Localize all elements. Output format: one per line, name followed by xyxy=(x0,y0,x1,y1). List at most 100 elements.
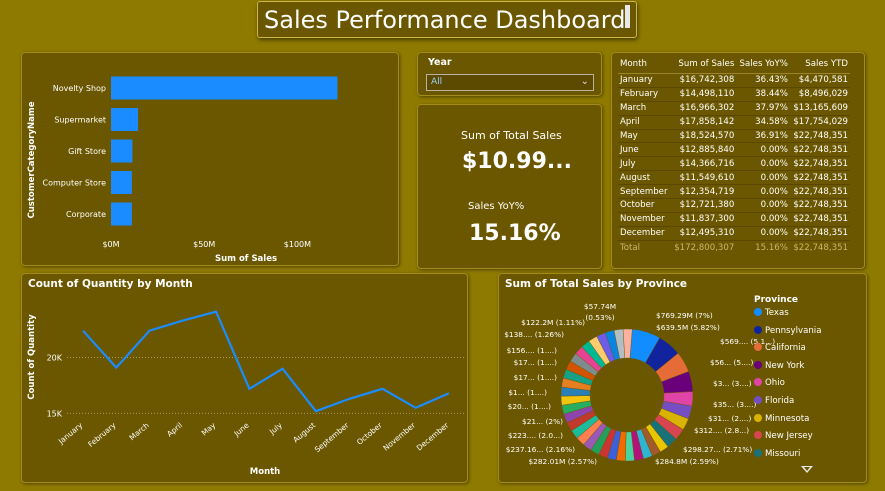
table-row[interactable]: October $12,721,380 0.00% $22,748,351 xyxy=(618,198,850,213)
line-x-tick: February xyxy=(86,420,118,449)
table-header-row: Month Sum of Sales Sales YoY% Sales YTD xyxy=(618,59,850,74)
table-row[interactable]: September $12,354,719 0.00% $22,748,351 xyxy=(618,184,850,200)
legend-item-missouri[interactable]: Missouri xyxy=(754,448,800,459)
legend-item-florida[interactable]: Florida xyxy=(754,396,794,406)
donut-data-label: $3... (3....) xyxy=(713,379,752,388)
cell-sum-of-sales: $12,495,310 xyxy=(670,226,737,241)
table-row[interactable]: December $12,495,310 0.00% $22,748,351 xyxy=(618,226,850,241)
donut-data-label: $1... (1....) xyxy=(508,388,547,397)
line-chart-panel[interactable]: Count of Quantity by Month 15K 20K January… xyxy=(21,273,468,483)
line-y-tick: 20K xyxy=(47,354,63,363)
donut-data-label: $21... (2%) xyxy=(522,417,563,426)
year-slicer[interactable]: Year All ⌄ xyxy=(417,52,602,96)
table-row[interactable]: June $12,885,840 0.00% $22,748,351 xyxy=(618,142,850,158)
bar-chart-ylabel: CustomerCategoryName xyxy=(27,101,37,218)
year-dropdown[interactable]: All ⌄ xyxy=(426,74,594,91)
legend-dot-icon xyxy=(754,431,762,440)
cell-sum-of-sales: $17,858,142 xyxy=(670,115,737,130)
cell-sum-of-sales: $18,524,570 xyxy=(670,129,737,144)
year-dropdown-value: All xyxy=(431,77,443,87)
line-x-tick: January xyxy=(56,420,85,446)
donut-chart: $769.29M (7%) $639.5M (5.82%)$569.... (5.… xyxy=(504,302,775,466)
bar-supermarket[interactable] xyxy=(111,108,139,131)
bar-computer-store[interactable] xyxy=(111,171,132,194)
bar-novelty-shop[interactable] xyxy=(111,76,338,100)
line-chart-xlabel: Month xyxy=(250,467,280,477)
donut-chart-panel[interactable]: Sum of Total Sales by Province $769.29M … xyxy=(498,273,867,483)
donut-data-label: $237.16... (2.16%) xyxy=(506,445,575,454)
total-sum-of-sales: $172,800,307 xyxy=(670,239,737,255)
legend-item-texas[interactable]: Texas xyxy=(754,308,789,318)
cell-sum-of-sales: $12,885,840 xyxy=(670,142,737,158)
legend-dot-icon xyxy=(754,378,762,387)
legend-item-minnesota[interactable]: Minnesota xyxy=(754,413,809,424)
legend-label: California xyxy=(765,343,806,354)
legend-item-pennsylvania[interactable]: Pennsylvania xyxy=(754,325,822,336)
donut-data-label: $298.27... (2.71%) xyxy=(683,445,752,454)
legend-item-california[interactable]: California xyxy=(754,343,806,353)
table-row[interactable]: January $16,742,308 36.43% $4,470,581 xyxy=(618,73,850,88)
legend-label: New York xyxy=(765,360,805,371)
cell-sales-ytd: $22,748,351 xyxy=(789,212,850,227)
donut-data-label: $138.... (1.26%) xyxy=(504,330,564,339)
legend-label: Florida xyxy=(765,396,795,406)
line-x-tick: December xyxy=(415,420,451,452)
bar-category-label: Gift Store xyxy=(68,147,106,156)
bar-x-tick: $50M xyxy=(193,240,215,249)
cell-sales-ytd: $17,754,029 xyxy=(789,115,850,130)
table-row[interactable]: February $14,498,110 38.44% $8,496,029 xyxy=(618,87,850,102)
line-series[interactable] xyxy=(82,310,450,413)
table-row[interactable]: May $18,524,570 36.91% $22,748,351 xyxy=(618,129,850,144)
line-x-tick: September xyxy=(313,420,351,454)
monthly-sales-table: Month Sum of Sales Sales YoY% Sales YTD … xyxy=(618,59,850,255)
header-month[interactable]: Month xyxy=(620,59,647,69)
cell-sum-of-sales: $14,498,110 xyxy=(670,87,737,102)
monthly-matrix-panel[interactable]: Month Sum of Sales Sales YoY% Sales YTD … xyxy=(611,52,865,269)
legend-item-new-jersey[interactable]: New Jersey xyxy=(754,431,813,441)
cell-sales-yoy: 0.00% xyxy=(736,198,790,213)
bar-category-label: Novelty Shop xyxy=(53,84,106,93)
page-title: Sales Performance Dashboard xyxy=(264,6,626,34)
bar-chart-panel[interactable]: CustomerCategoryName Novelty Shop Supermar… xyxy=(21,52,399,266)
cell-sum-of-sales: $16,742,308 xyxy=(670,73,737,88)
cell-sales-ytd: $22,748,351 xyxy=(789,129,850,144)
table-row[interactable]: August $11,549,610 0.00% $22,748,351 xyxy=(618,170,850,186)
table-total-row: Total $172,800,307 15.16% $22,748,351 xyxy=(618,239,850,255)
table-row[interactable]: July $14,366,716 0.00% $22,748,351 xyxy=(618,156,850,172)
legend-item-ohio[interactable]: Ohio xyxy=(754,378,785,388)
cell-month: April xyxy=(618,115,671,130)
line-y-tick: 15K xyxy=(47,409,63,418)
table-row[interactable]: March $16,966,302 37.97% $13,165,609 xyxy=(618,101,850,116)
donut-data-label: $769.29M (7%) xyxy=(656,311,713,320)
text-cursor xyxy=(625,5,630,28)
chevron-down-icon[interactable]: ⌄ xyxy=(580,76,589,87)
donut-slice-other-28[interactable] xyxy=(622,328,633,359)
total-sales-yoy: 15.16% xyxy=(736,239,790,255)
header-sum-of-sales[interactable]: Sum of Sales xyxy=(678,59,735,69)
bar-gift-store[interactable] xyxy=(111,139,133,163)
donut-data-label: (0.53%) xyxy=(585,313,614,322)
cell-sum-of-sales: $12,721,380 xyxy=(670,198,737,213)
bar-category-label: Corporate xyxy=(66,210,106,219)
total-sales-label: Sum of Total Sales xyxy=(461,129,562,142)
legend-dot-icon xyxy=(754,360,762,369)
cell-month: February xyxy=(618,87,671,102)
table-row[interactable]: November $11,837,300 0.00% $22,748,351 xyxy=(618,212,850,227)
legend-dot-icon xyxy=(754,325,762,334)
legend-label: Pennsylvania xyxy=(765,325,822,336)
total-sales-ytd: $22,748,351 xyxy=(789,239,850,255)
header-sales-yoy[interactable]: Sales YoY% xyxy=(739,59,788,69)
cell-sales-ytd: $13,165,609 xyxy=(789,101,850,116)
legend-dot-icon xyxy=(754,343,762,352)
header-sales-ytd[interactable]: Sales YTD xyxy=(805,59,848,69)
cell-month: October xyxy=(618,198,671,213)
legend-scroll-down-inner xyxy=(804,467,810,471)
cell-month: May xyxy=(618,129,671,144)
bar-corporate[interactable] xyxy=(111,202,132,226)
legend-item-new-york[interactable]: New York xyxy=(754,360,805,371)
table-row[interactable]: April $17,858,142 34.58% $17,754,029 xyxy=(618,115,850,130)
donut-data-label: $17... (1....) xyxy=(514,373,557,382)
cell-month: September xyxy=(618,184,671,200)
bar-chart: CustomerCategoryName Novelty Shop Supermar… xyxy=(27,76,338,264)
bar-x-tick: $100M xyxy=(284,240,311,249)
